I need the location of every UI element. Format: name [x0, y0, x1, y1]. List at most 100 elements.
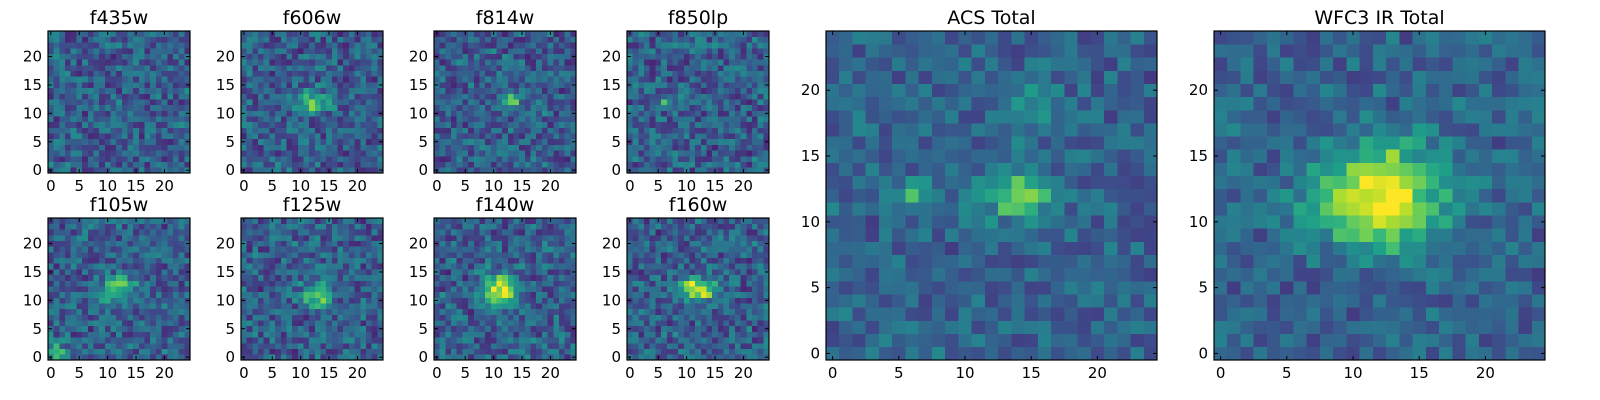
heatmap-cell: [502, 320, 509, 327]
heatmap-cell: [348, 223, 355, 230]
heatmap-cell: [337, 348, 344, 355]
heatmap-cell: [360, 257, 367, 264]
heatmap-cell: [712, 87, 719, 94]
heatmap-cell: [93, 303, 100, 310]
heatmap-cell: [757, 320, 764, 327]
heatmap-cell: [439, 303, 446, 310]
heatmap-cell: [104, 280, 111, 287]
heatmap-cell: [258, 53, 265, 60]
heatmap-cell: [695, 320, 702, 327]
x-tick-label: 20: [541, 177, 560, 195]
heatmap-cell: [507, 53, 514, 60]
heatmap-cell: [553, 167, 560, 174]
heatmap-cell: [127, 325, 134, 332]
heatmap-cell: [303, 252, 310, 259]
heatmap-cell: [354, 144, 361, 151]
heatmap-cell: [53, 218, 60, 224]
heatmap-cell: [286, 229, 293, 236]
heatmap-cell: [451, 93, 458, 100]
heatmap-cell: [456, 99, 463, 106]
heatmap-cell: [729, 31, 736, 37]
heatmap-cell: [757, 274, 764, 281]
heatmap-cell: [371, 121, 378, 128]
heatmap-cell: [360, 70, 367, 77]
heatmap-cell: [672, 144, 679, 151]
heatmap-cell: [746, 48, 753, 55]
heatmap-cell: [138, 314, 145, 321]
heatmap-cell: [138, 286, 145, 293]
heatmap-cell: [445, 138, 452, 145]
heatmap-cell: [553, 320, 560, 327]
heatmap-cell: [439, 31, 446, 37]
heatmap-cell: [695, 303, 702, 310]
heatmap-cell: [320, 280, 327, 287]
heatmap-cell: [700, 87, 707, 94]
heatmap-cell: [734, 325, 741, 332]
heatmap-cell: [439, 48, 446, 55]
heatmap-cell: [479, 42, 486, 49]
heatmap-cell: [479, 138, 486, 145]
heatmap-cell: [666, 104, 673, 111]
heatmap-cell: [553, 314, 560, 321]
heatmap-cell: [167, 252, 174, 259]
heatmap-cell: [93, 218, 100, 224]
heatmap-cell: [241, 144, 247, 151]
heatmap-cell: [507, 42, 514, 49]
heatmap-cell: [519, 150, 526, 157]
heatmap-cell: [167, 337, 174, 344]
heatmap-cell: [286, 65, 293, 72]
heatmap-cell: [695, 161, 702, 168]
heatmap-cell: [377, 31, 384, 37]
heatmap-cell: [269, 65, 276, 72]
heatmap-cell: [695, 342, 702, 349]
heatmap-cell: [638, 155, 645, 162]
heatmap-cell: [649, 76, 656, 83]
heatmap-cell: [502, 70, 509, 77]
heatmap-cell: [627, 320, 633, 327]
heatmap-cell: [70, 274, 77, 281]
heatmap-cell: [241, 280, 247, 287]
heatmap-cell: [723, 59, 730, 66]
y-tick-label: 0: [225, 161, 235, 179]
heatmap-cell: [263, 291, 270, 298]
heatmap-cell: [479, 48, 486, 55]
heatmap-cell: [76, 121, 83, 128]
heatmap-cell: [314, 127, 321, 134]
heatmap-cell: [144, 36, 151, 43]
heatmap-cell: [434, 59, 440, 66]
heatmap-cell: [377, 348, 384, 355]
heatmap-cell: [462, 223, 469, 230]
heatmap-cell: [121, 138, 128, 145]
heatmap-cell: [144, 59, 151, 66]
heatmap-cell: [570, 31, 577, 37]
heatmap-cell: [689, 280, 696, 287]
heatmap-cell: [70, 320, 77, 327]
heatmap-cell: [439, 82, 446, 89]
heatmap-cell: [547, 263, 554, 270]
heatmap-cell: [275, 42, 282, 49]
heatmap-cell: [507, 99, 514, 106]
heatmap-cell: [59, 269, 66, 276]
heatmap-cell: [763, 144, 770, 151]
heatmap-cell: [241, 246, 247, 253]
heatmap-cell: [297, 121, 304, 128]
heatmap-cell: [377, 218, 384, 224]
heatmap-cell: [53, 133, 60, 140]
heatmap-cell: [751, 161, 758, 168]
heatmap-cell: [740, 325, 747, 332]
heatmap-cell: [65, 167, 72, 174]
heatmap-cell: [76, 110, 83, 117]
heatmap-cell: [138, 70, 145, 77]
heatmap-cell: [82, 223, 89, 230]
heatmap-cell: [275, 331, 282, 338]
heatmap-cell: [93, 325, 100, 332]
heatmap-cell: [286, 53, 293, 60]
heatmap-cell: [155, 116, 162, 123]
heatmap-cell: [507, 246, 514, 253]
heatmap-cell: [286, 218, 293, 224]
heatmap-cell: [172, 144, 179, 151]
heatmap-cell: [757, 76, 764, 83]
heatmap-cell: [82, 314, 89, 321]
heatmap-cell: [473, 161, 480, 168]
heatmap-cell: [638, 87, 645, 94]
